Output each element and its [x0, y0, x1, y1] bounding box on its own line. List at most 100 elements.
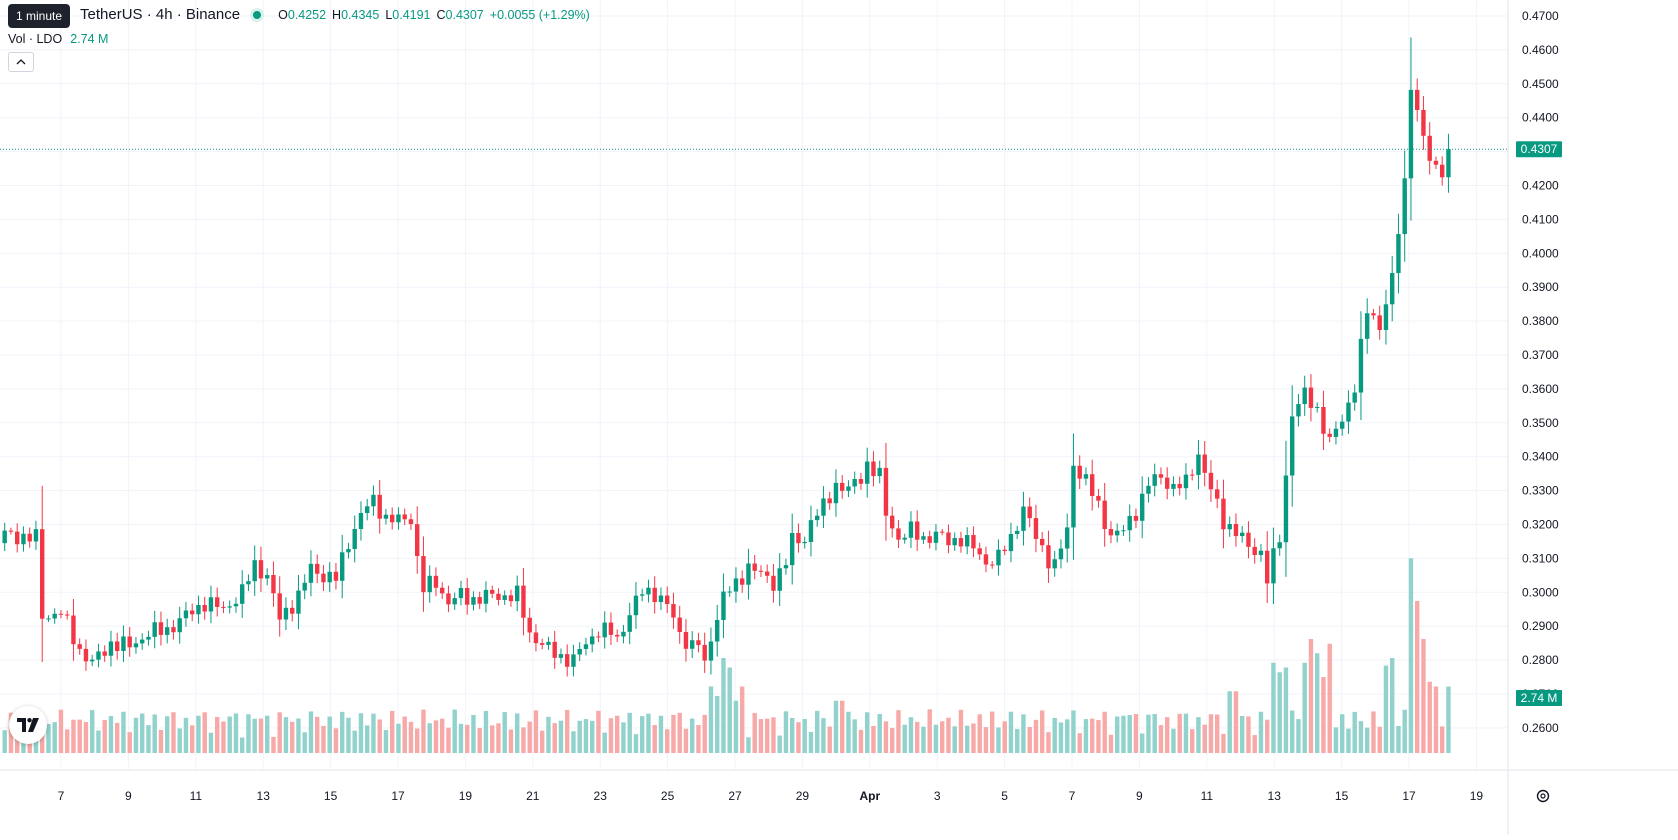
- volume-bar: [446, 727, 451, 753]
- candle-body: [1090, 474, 1095, 496]
- candle-body: [102, 651, 107, 656]
- candle-body: [921, 536, 926, 540]
- candle-body: [96, 651, 101, 660]
- candle-body: [840, 482, 845, 491]
- candle-body: [1377, 315, 1382, 330]
- price-tick-label: 0.2600: [1522, 721, 1559, 735]
- candles: [2, 37, 1451, 677]
- volume-bar: [771, 717, 776, 753]
- gear-icon[interactable]: [1536, 789, 1550, 803]
- candle-body: [765, 571, 770, 576]
- tradingview-logo-icon[interactable]: [9, 706, 47, 744]
- volume-bar: [102, 720, 107, 753]
- candle-body: [990, 564, 995, 566]
- date-tick-label: 5: [1001, 789, 1008, 803]
- candle-body: [133, 643, 139, 648]
- volume-bar: [1433, 686, 1439, 753]
- high-value: 0.4345: [341, 7, 380, 22]
- volume-bar: [1140, 733, 1145, 753]
- candle-body: [1402, 178, 1407, 235]
- candle-body: [1158, 474, 1164, 478]
- volume-bar: [808, 731, 814, 753]
- price-tick-label: 0.4000: [1522, 246, 1559, 260]
- date-tick-label: 23: [594, 789, 608, 803]
- volume-bar: [777, 735, 782, 753]
- volume-bar: [802, 718, 807, 753]
- volume-bar: [433, 720, 439, 753]
- candle-body: [883, 467, 889, 516]
- price-tick-label: 0.3700: [1522, 348, 1559, 362]
- last-volume-tag: [1516, 690, 1562, 706]
- volume-bar: [290, 721, 295, 753]
- volume-label[interactable]: Vol · LDO: [8, 32, 63, 46]
- candle-body: [90, 659, 95, 662]
- candle-body: [1271, 548, 1276, 584]
- volume-bar: [390, 710, 395, 753]
- volume-bar: [1046, 732, 1051, 753]
- candle-body: [1096, 495, 1101, 501]
- volume-bar: [1115, 716, 1120, 753]
- volume-bar: [440, 718, 445, 753]
- candle-body: [415, 524, 420, 557]
- volume-bar: [1177, 713, 1182, 753]
- candle-body: [465, 587, 470, 605]
- volume-bar: [221, 721, 226, 753]
- collapse-legend-button[interactable]: [8, 52, 34, 72]
- candle-body: [302, 582, 307, 591]
- candle-body: [858, 479, 864, 484]
- volume-bar: [865, 712, 870, 753]
- volume-bar: [696, 724, 701, 753]
- symbol-title[interactable]: TetherUS · 4h · Binance: [80, 6, 241, 23]
- high-key: H: [332, 7, 342, 22]
- candle-body: [540, 643, 545, 645]
- candle-body: [721, 591, 726, 620]
- candle-body: [658, 595, 664, 603]
- volume-bar: [1271, 662, 1276, 753]
- candle-body: [408, 519, 414, 525]
- volume-bar: [1165, 717, 1170, 753]
- volume-value: 2.74 M: [70, 32, 109, 46]
- candle-body: [1346, 402, 1351, 422]
- candle-body: [1015, 530, 1020, 534]
- volume-bar: [71, 719, 76, 753]
- volume-bar: [427, 723, 432, 753]
- close-value: 0.4307: [445, 7, 484, 22]
- candle-body: [933, 531, 939, 543]
- volume-bar: [1315, 653, 1320, 753]
- volume-bar: [52, 722, 57, 753]
- volume-bar: [296, 718, 301, 753]
- candle-body: [752, 563, 757, 571]
- candle-body: [1440, 164, 1445, 178]
- volume-bar: [202, 712, 207, 753]
- open-key: O: [278, 7, 288, 22]
- candle-body: [552, 641, 557, 658]
- candle-body: [671, 604, 676, 618]
- volume-bar: [308, 711, 314, 753]
- candle-body: [1115, 530, 1120, 536]
- date-tick-label: 9: [125, 789, 132, 803]
- candle-body: [1340, 421, 1345, 429]
- candle-body: [590, 636, 595, 645]
- candle-body: [1190, 474, 1195, 476]
- date-tick-label: 13: [1268, 789, 1282, 803]
- volume-bar: [227, 716, 232, 753]
- volume-bar: [1108, 734, 1114, 753]
- volume-bar: [846, 711, 851, 753]
- candle-body: [502, 595, 507, 600]
- volume-bar: [1015, 729, 1020, 753]
- volume-bar: [515, 713, 520, 753]
- candle-body: [1365, 313, 1370, 339]
- candle-body: [196, 604, 201, 615]
- candle-body: [202, 604, 207, 612]
- candle-body: [527, 617, 532, 633]
- volume-bar: [1077, 733, 1082, 753]
- candle-body: [1021, 506, 1026, 531]
- volume-bar: [1096, 720, 1101, 753]
- volume-bar: [665, 729, 670, 753]
- candle-body: [346, 548, 351, 553]
- volume-bar: [83, 721, 89, 753]
- candle-body: [1058, 548, 1064, 560]
- candle-body: [265, 575, 270, 579]
